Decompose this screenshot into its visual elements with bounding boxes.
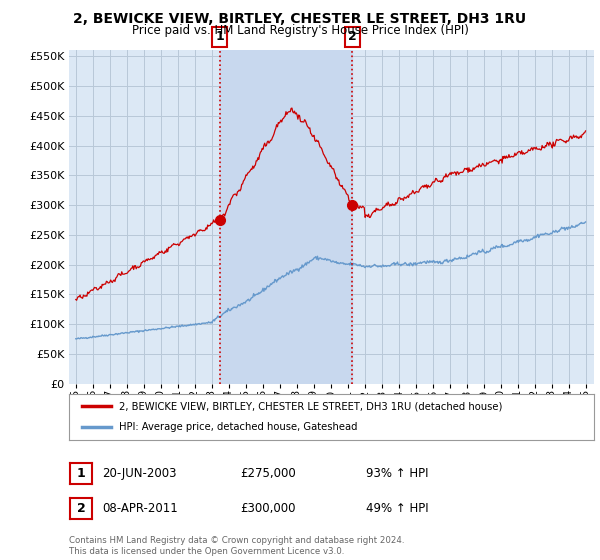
Text: Contains HM Land Registry data © Crown copyright and database right 2024.
This d: Contains HM Land Registry data © Crown c… — [69, 536, 404, 556]
Text: HPI: Average price, detached house, Gateshead: HPI: Average price, detached house, Gate… — [119, 422, 358, 432]
Text: 08-APR-2011: 08-APR-2011 — [102, 502, 178, 515]
Text: 1: 1 — [215, 30, 224, 44]
Text: £275,000: £275,000 — [240, 466, 296, 480]
Text: Price paid vs. HM Land Registry's House Price Index (HPI): Price paid vs. HM Land Registry's House … — [131, 24, 469, 37]
Text: 1: 1 — [77, 466, 85, 480]
Text: 20-JUN-2003: 20-JUN-2003 — [102, 466, 176, 480]
Text: 2, BEWICKE VIEW, BIRTLEY, CHESTER LE STREET, DH3 1RU (detached house): 2, BEWICKE VIEW, BIRTLEY, CHESTER LE STR… — [119, 401, 502, 411]
Text: 49% ↑ HPI: 49% ↑ HPI — [366, 502, 428, 515]
Text: £300,000: £300,000 — [240, 502, 296, 515]
Text: 2, BEWICKE VIEW, BIRTLEY, CHESTER LE STREET, DH3 1RU: 2, BEWICKE VIEW, BIRTLEY, CHESTER LE STR… — [73, 12, 527, 26]
Bar — [220, 50, 352, 384]
Text: 93% ↑ HPI: 93% ↑ HPI — [366, 466, 428, 480]
Text: 2: 2 — [348, 30, 356, 44]
Text: 2: 2 — [77, 502, 85, 515]
